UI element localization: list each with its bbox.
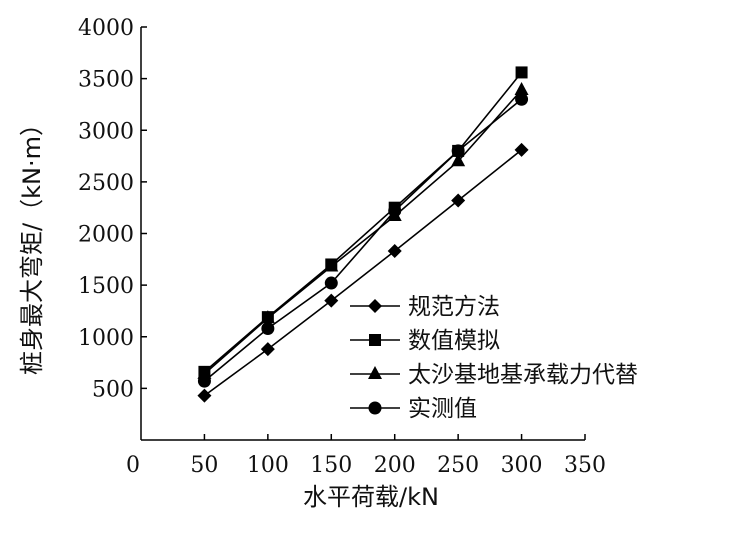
data-point (197, 388, 212, 403)
y-tick-label: 1500 (78, 274, 134, 299)
legend-label: 数值模拟 (408, 328, 500, 354)
legend-item: 规范方法 (350, 294, 500, 320)
legend-marker (369, 334, 381, 346)
y-axis-title: 桩身最大弯矩/（kN·m） (18, 112, 46, 375)
data-point (324, 293, 339, 308)
legend-item: 太沙基地基承载力代替 (350, 362, 638, 388)
y-tick-label: 3000 (78, 119, 134, 144)
series-3 (197, 81, 529, 379)
data-point (451, 144, 465, 158)
y-tick-label: 500 (92, 377, 134, 402)
x-tick-label: 0 (126, 453, 140, 478)
legend-item: 实测值 (350, 396, 477, 422)
series-line (203, 89, 523, 375)
series-layer (197, 66, 529, 403)
x-tick-label: 100 (247, 453, 289, 478)
data-point (387, 244, 402, 259)
data-point (514, 81, 529, 95)
series-line (203, 149, 523, 397)
y-tick-label: 2000 (78, 223, 134, 248)
x-tick-label: 350 (564, 453, 606, 478)
data-point (451, 193, 466, 208)
legend-marker (368, 401, 382, 415)
legend-item: 数值模拟 (350, 328, 500, 354)
data-point (197, 365, 212, 379)
data-point (388, 204, 402, 218)
legend-label: 太沙基地基承载力代替 (408, 362, 638, 388)
data-point (451, 153, 466, 167)
series-line (203, 98, 523, 382)
data-point (197, 374, 211, 388)
x-axis-title: 水平荷载/kN (303, 483, 439, 511)
series-line (203, 71, 523, 373)
legend-marker (368, 299, 382, 313)
legend-label: 规范方法 (408, 294, 500, 320)
y-axis-ticks: 500 1000 1500 2000 2500 3000 3500 4000 (78, 16, 147, 402)
data-point (260, 310, 275, 324)
legend-label: 实测值 (408, 396, 477, 422)
x-tick-label: 150 (310, 453, 352, 478)
x-tick-label: 200 (374, 453, 416, 478)
y-tick-label: 1000 (78, 326, 134, 351)
y-tick-label: 2500 (78, 171, 134, 196)
data-point (260, 342, 275, 357)
legend-marker (368, 366, 382, 379)
series-1 (197, 142, 529, 403)
y-tick-label: 4000 (78, 16, 134, 41)
data-point (324, 258, 339, 272)
data-point (514, 142, 529, 157)
x-tick-label: 250 (437, 453, 479, 478)
series-4 (197, 92, 529, 388)
data-point (324, 276, 338, 290)
y-tick-label: 3500 (78, 68, 134, 93)
x-tick-label: 300 (501, 453, 543, 478)
data-point (261, 321, 275, 335)
data-point (515, 66, 528, 79)
x-tick-label: 50 (190, 453, 218, 478)
x-axis-ticks: 0 50 100 150 200 250 300 350 (126, 434, 606, 478)
data-point (515, 92, 529, 106)
